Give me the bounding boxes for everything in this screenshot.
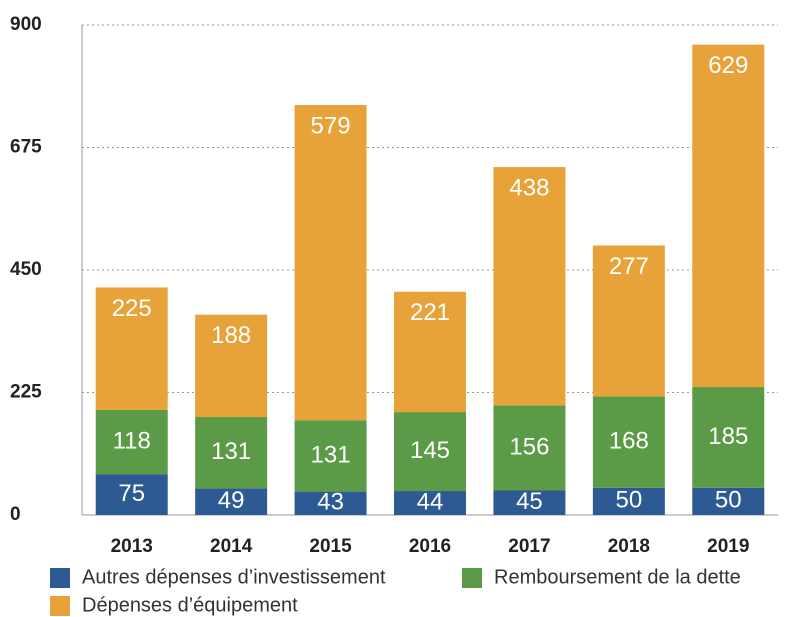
bar-segment	[493, 405, 566, 491]
bar-segment	[493, 490, 566, 515]
x-tick-label: 2019	[707, 536, 749, 557]
bar-segment	[592, 396, 665, 488]
bar-segment	[195, 488, 268, 515]
bar-segment	[195, 417, 268, 489]
x-tick-label: 2015	[309, 536, 352, 557]
value-label: 145	[410, 437, 450, 464]
bar-segment	[95, 474, 168, 515]
value-label: 156	[509, 433, 549, 460]
legend-swatch	[462, 568, 482, 588]
bar-segment	[692, 44, 765, 388]
legend-swatch	[50, 568, 70, 588]
bar-segment	[95, 409, 168, 475]
value-label: 225	[112, 295, 152, 322]
value-label: 50	[616, 487, 643, 514]
value-label: 438	[509, 174, 549, 201]
bar-segment	[195, 314, 268, 417]
bar-segment	[493, 167, 566, 406]
x-tick-label: 2016	[409, 536, 451, 557]
bar-segment	[692, 487, 765, 515]
value-label: 629	[708, 52, 748, 79]
value-label: 118	[113, 427, 151, 454]
bar-segment	[95, 287, 168, 410]
value-label: 221	[410, 299, 450, 326]
value-label: 43	[317, 489, 344, 516]
value-label: 579	[311, 112, 351, 139]
bar-segment	[394, 412, 466, 492]
x-tick-label: 2018	[608, 536, 650, 557]
value-label: 188	[211, 322, 251, 349]
y-tick-label: 450	[10, 259, 42, 280]
y-tick-label: 675	[10, 137, 42, 158]
y-tick-label: 0	[10, 504, 21, 525]
value-label: 75	[118, 480, 145, 507]
bar-segment	[394, 491, 466, 515]
legend-swatch	[50, 596, 70, 616]
y-tick-label: 900	[10, 14, 42, 35]
value-label: 45	[516, 488, 543, 515]
value-label: 49	[218, 487, 245, 514]
bar-segment	[294, 105, 367, 421]
value-label: 131	[311, 441, 351, 468]
x-tick-label: 2017	[508, 536, 550, 557]
bar-segment	[394, 291, 466, 413]
value-label: 44	[417, 488, 444, 515]
x-tick-label: 2013	[111, 536, 153, 557]
bar-segment	[294, 491, 367, 515]
bar-segment	[692, 387, 765, 488]
bar-segment	[592, 245, 665, 397]
value-label: 277	[609, 253, 649, 280]
bar-segment	[592, 487, 665, 515]
legend-label: Remboursement de la dette	[494, 566, 741, 588]
value-label: 50	[715, 487, 742, 514]
legend-label: Dépenses d’équipement	[82, 594, 298, 616]
x-tick-label: 2014	[210, 536, 253, 557]
y-tick-label: 225	[10, 382, 42, 403]
bar-segment	[294, 420, 367, 492]
legend-label: Autres dépenses d’investissement	[82, 566, 386, 588]
value-label: 168	[609, 427, 649, 454]
value-label: 131	[211, 438, 251, 465]
value-label: 185	[708, 423, 748, 450]
